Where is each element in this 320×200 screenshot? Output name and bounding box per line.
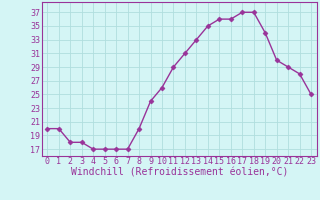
X-axis label: Windchill (Refroidissement éolien,°C): Windchill (Refroidissement éolien,°C)	[70, 168, 288, 178]
